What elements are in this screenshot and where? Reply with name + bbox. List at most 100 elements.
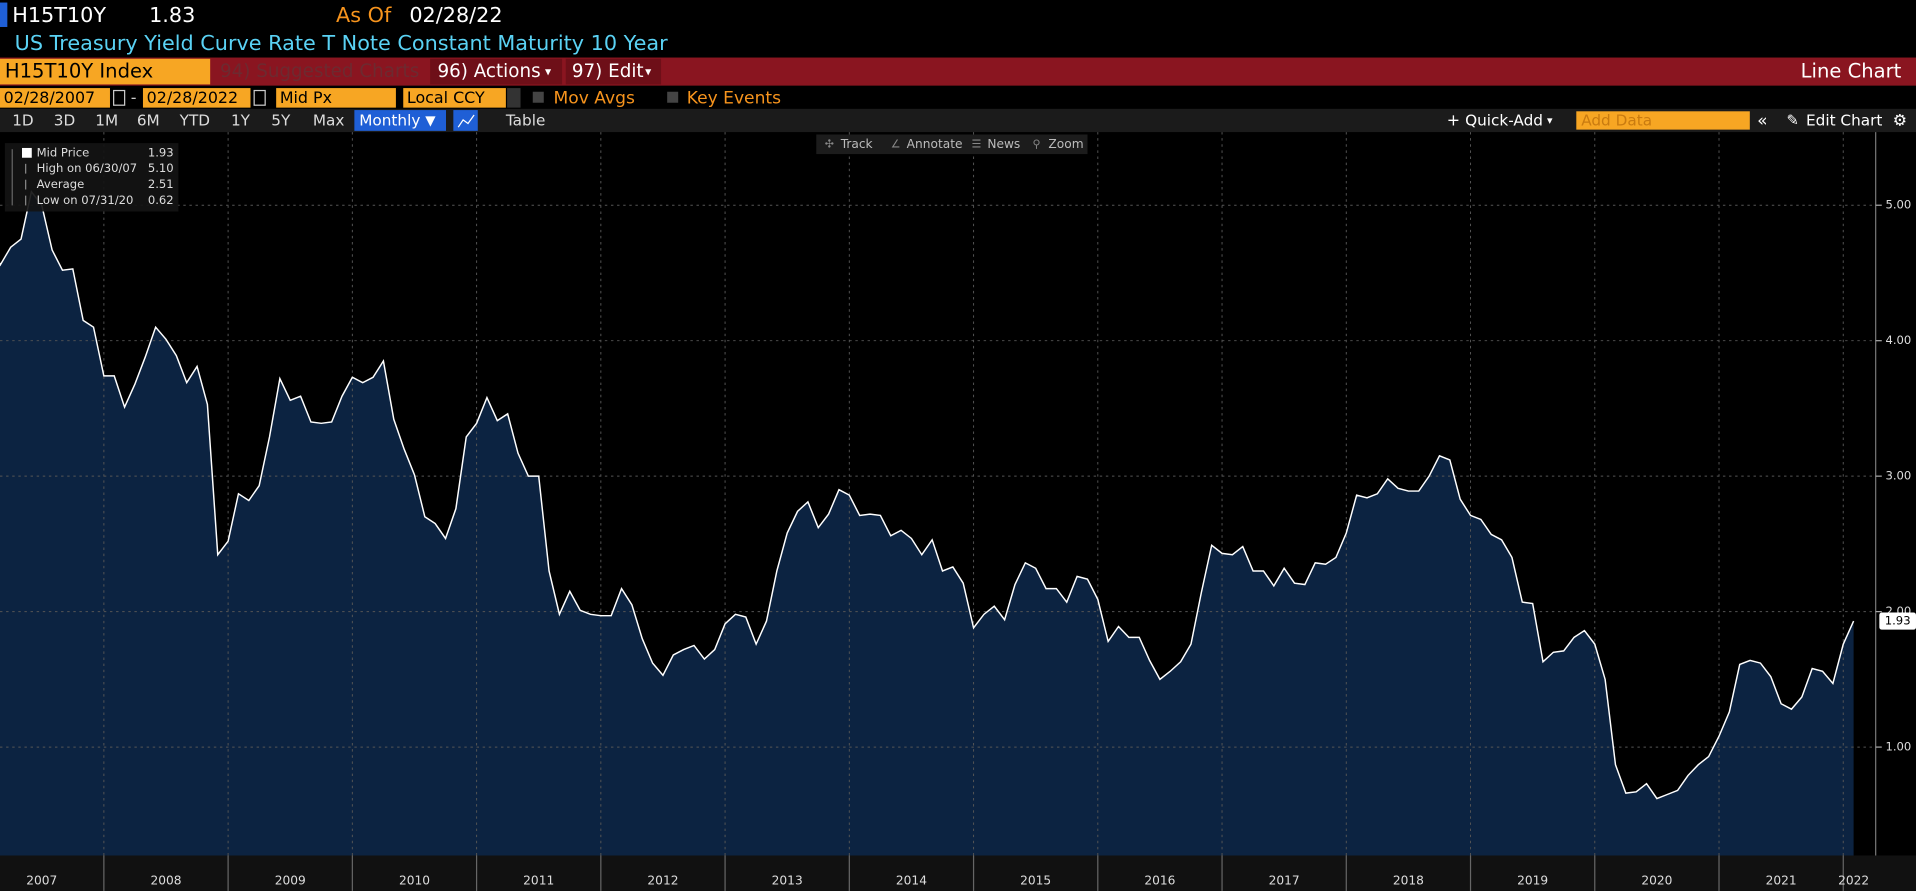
chart-tools-box	[816, 134, 1088, 155]
add-data[interactable]: Add Data	[1581, 112, 1652, 130]
calendar-icon	[113, 89, 126, 106]
field[interactable]: Mid Px	[280, 88, 332, 107]
end-date[interactable]: 02/28/2022	[147, 88, 239, 107]
tool-icon: ☰	[971, 137, 981, 150]
security-field[interactable]	[0, 58, 211, 85]
x-tick-label: 2013	[772, 874, 803, 888]
chart-icon-btn[interactable]	[453, 110, 478, 131]
x-tick-label: 2009	[275, 874, 306, 888]
calendar-icon	[253, 89, 266, 106]
x-tick-label: 2019	[1517, 874, 1548, 888]
frequency-arrow: ▼	[425, 114, 436, 129]
period-bar	[0, 108, 1916, 133]
x-tick-label: 2021	[1766, 874, 1797, 888]
y-tick-label: 3.00	[1885, 469, 1911, 483]
x-tick-label: 2012	[647, 874, 678, 888]
period-btn[interactable]: 5Y	[271, 112, 291, 130]
edit-chart[interactable]: Edit Chart	[1806, 112, 1882, 130]
mov-avgs-check[interactable]	[532, 91, 544, 103]
pencil-icon: ✎	[1786, 112, 1798, 129]
frequency-box[interactable]	[354, 110, 447, 131]
x-tick-label: 2008	[150, 874, 181, 888]
x-tick-label: 2018	[1393, 874, 1424, 888]
period-btn[interactable]: Max	[313, 112, 345, 130]
suggested-charts[interactable]: 94) Suggested Charts	[220, 61, 419, 82]
security[interactable]: H15T10Y Index	[5, 60, 153, 83]
period-btn[interactable]: 3D	[54, 112, 75, 130]
legend-value: 0.62	[148, 193, 174, 207]
currency-dropdown[interactable]	[507, 88, 521, 108]
period-btn[interactable]: 6M	[137, 112, 160, 130]
legend-box	[4, 143, 179, 212]
x-tick-label: 2014	[896, 874, 927, 888]
toolbar-bar	[0, 57, 1916, 86]
legend-label: Average	[37, 177, 85, 191]
x-tick-label: 2015	[1020, 874, 1051, 888]
as-of-date: 02/28/22	[409, 3, 502, 27]
key-events[interactable]: Key Events	[687, 88, 781, 108]
quick-add[interactable]: Quick-Add	[1465, 112, 1543, 130]
legend-value: 2.51	[148, 177, 174, 191]
period-btn[interactable]: 1M	[95, 112, 118, 130]
actions[interactable]: 96) Actions	[437, 61, 540, 82]
as-of-label: As Of	[336, 3, 392, 27]
legend-label: High on 06/30/07	[37, 161, 138, 175]
period-btn[interactable]: 1Y	[231, 112, 251, 130]
currency-box[interactable]	[403, 88, 506, 108]
edit[interactable]: 97) Edit	[572, 61, 644, 82]
period-btn[interactable]: 1D	[12, 112, 33, 130]
chart-tool[interactable]: Zoom	[1048, 137, 1083, 151]
key-events-check[interactable]	[667, 91, 679, 103]
date-dash: -	[131, 88, 137, 107]
chart-tool[interactable]: News	[987, 137, 1020, 151]
chart-tool[interactable]: Annotate	[907, 137, 963, 151]
x-tick-label: 2020	[1641, 874, 1672, 888]
tool-icon: ∠	[891, 137, 901, 150]
description: US Treasury Yield Curve Rate T Note Cons…	[15, 31, 668, 55]
price-line	[0, 189, 1855, 800]
chart-tool[interactable]: Track	[840, 137, 874, 151]
y-tick-label: 4.00	[1885, 333, 1911, 347]
chart-type: Line Chart	[1801, 60, 1902, 83]
start-date-box[interactable]	[0, 88, 110, 108]
add-data-box[interactable]	[1576, 111, 1750, 130]
ticker: H15T10Y	[12, 3, 106, 27]
legend-label: Mid Price	[37, 145, 90, 159]
y-tick-label: 5.00	[1885, 198, 1911, 212]
collapse-icon: «	[1757, 111, 1767, 131]
actions-btn[interactable]	[430, 58, 563, 85]
period-btn[interactable]: YTD	[179, 112, 210, 130]
x-axis-band	[0, 855, 1916, 891]
dropdown-arrow: ▾	[545, 65, 552, 79]
gear-icon: ⚙	[1893, 111, 1907, 130]
x-tick-label: 2011	[523, 874, 554, 888]
last-value-tag	[1879, 612, 1916, 630]
tool-icon: ✣	[825, 137, 834, 150]
last-value-label: 1.93	[1885, 614, 1911, 628]
currency[interactable]: Local CCY	[407, 88, 485, 107]
x-tick-label: 2017	[1269, 874, 1300, 888]
start-date[interactable]: 02/28/2007	[4, 88, 96, 107]
field-box[interactable]	[276, 88, 396, 108]
table-btn[interactable]: Table	[505, 112, 545, 130]
frequency[interactable]: Monthly	[359, 112, 420, 130]
x-tick-label: 2007	[26, 874, 57, 888]
end-date-box[interactable]	[142, 88, 251, 108]
legend-value: 1.93	[148, 145, 174, 159]
dropdown-arrow: ▾	[645, 65, 652, 79]
x-tick-label: 2016	[1144, 874, 1175, 888]
edit-btn[interactable]	[565, 58, 662, 85]
area-fill	[0, 191, 1854, 856]
header-marker	[0, 2, 8, 27]
legend-value: 5.10	[148, 161, 174, 175]
dropdown-arrow: ▾	[1547, 114, 1553, 127]
x-tick-label: 2010	[399, 874, 430, 888]
tool-icon: ⚲	[1033, 137, 1041, 150]
x-tick-label: 2022	[1838, 874, 1869, 888]
chart-icon	[457, 114, 475, 128]
mov-avgs[interactable]: Mov Avgs	[554, 88, 635, 108]
legend-label: Low on 07/31/20	[37, 193, 134, 207]
